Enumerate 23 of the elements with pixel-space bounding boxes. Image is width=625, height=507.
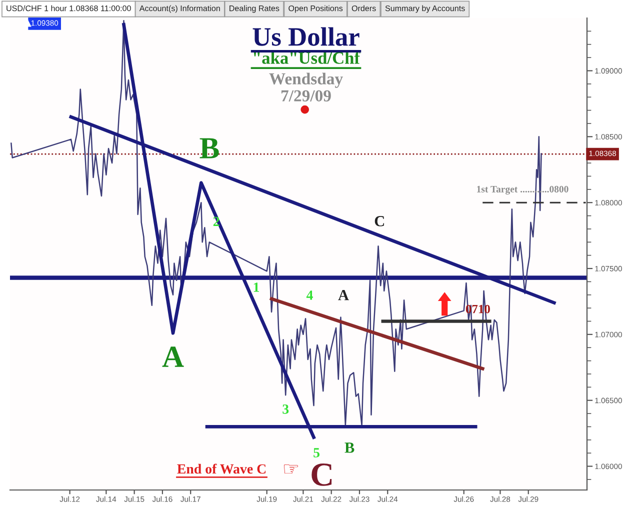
annotation: C bbox=[312, 463, 332, 486]
annotation: 3 bbox=[282, 404, 289, 414]
annotation: 2 bbox=[213, 216, 220, 226]
annotation: End of Wave C bbox=[177, 464, 266, 474]
text: Orders bbox=[352, 5, 376, 12]
annotation: B bbox=[200, 138, 219, 158]
annotation: 1 bbox=[254, 282, 260, 292]
annotation: 5 bbox=[314, 448, 320, 458]
chart-title: Us Dollar bbox=[252, 27, 360, 46]
annotation: C bbox=[374, 216, 384, 226]
annotation: 4 bbox=[306, 290, 313, 300]
text: USD/CHF 1 hour 1.08368 11:00:00 bbox=[6, 5, 131, 12]
annotation: 7/29/09 bbox=[281, 90, 331, 102]
annotation: ☞ bbox=[284, 464, 298, 474]
text: Summary by Accounts bbox=[385, 5, 465, 13]
text: Open Positions bbox=[288, 5, 343, 13]
text: Account(s) Information bbox=[139, 5, 220, 13]
text: Dealing Rates bbox=[230, 5, 280, 13]
annotation: Wendsday bbox=[269, 72, 343, 88]
text: "aka"Usd/Chf bbox=[254, 51, 360, 64]
annotation: B bbox=[344, 442, 354, 453]
annotation: A bbox=[338, 290, 349, 300]
annotation: A bbox=[162, 346, 184, 367]
